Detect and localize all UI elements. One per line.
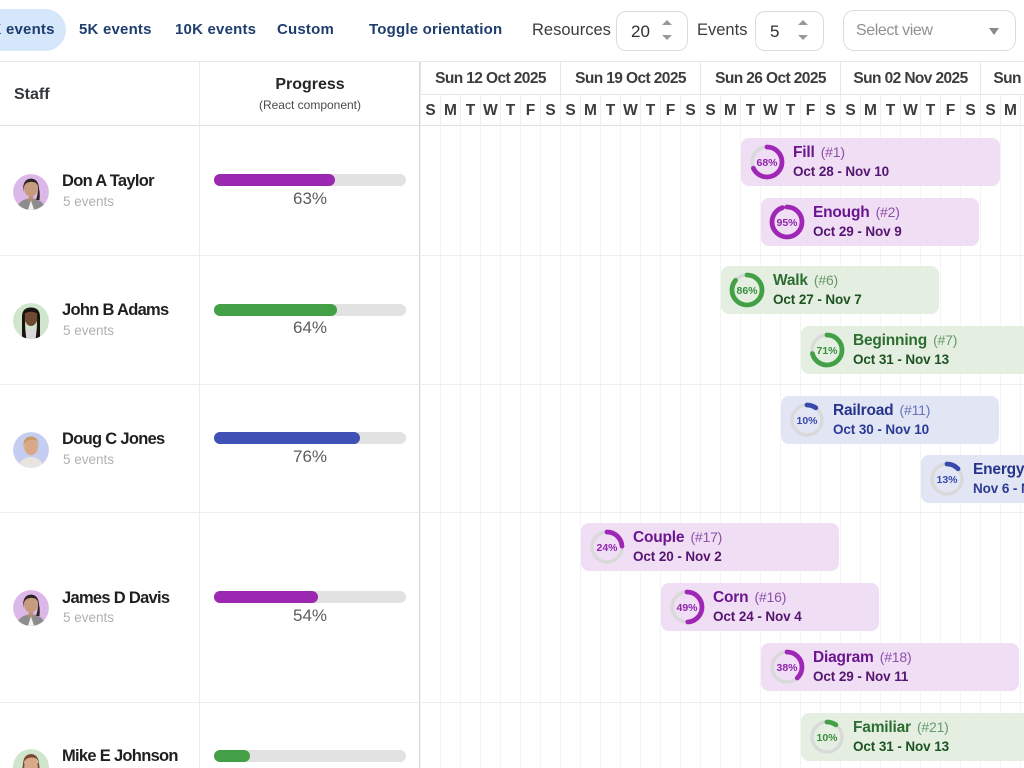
svg-text:95%: 95% (776, 217, 798, 229)
svg-text:10%: 10% (816, 732, 838, 744)
svg-text:71%: 71% (816, 345, 838, 357)
svg-text:13%: 13% (936, 474, 958, 486)
svg-text:10%: 10% (796, 415, 818, 427)
svg-text:24%: 24% (596, 542, 618, 554)
svg-text:49%: 49% (676, 602, 698, 614)
svg-text:86%: 86% (736, 285, 758, 297)
svg-text:68%: 68% (756, 157, 778, 169)
svg-text:38%: 38% (776, 662, 798, 674)
